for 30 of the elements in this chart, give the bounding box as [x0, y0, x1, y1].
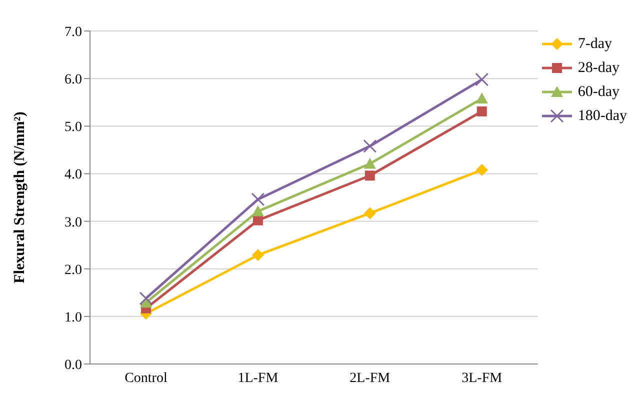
point	[364, 170, 375, 181]
point	[364, 158, 376, 169]
x-tick-label: Control	[124, 370, 168, 386]
point	[252, 249, 264, 262]
point	[252, 215, 263, 226]
y-tick-label: 3.0	[64, 215, 82, 230]
point	[364, 207, 376, 220]
y-tick-label: 2.0	[64, 262, 82, 278]
point	[252, 205, 264, 216]
y-tick-label: 6.0	[64, 72, 82, 88]
point	[139, 292, 153, 306]
point	[476, 164, 488, 176]
x-tick-label: 1L-FM	[238, 370, 279, 386]
legend-label: 180-day	[578, 108, 627, 124]
point	[476, 92, 488, 104]
legend-label: 60-day	[578, 84, 620, 100]
y-tick-label: 1.0	[64, 310, 82, 326]
point	[363, 139, 377, 153]
legend-label: 28-day	[578, 60, 620, 76]
legend-label: 7-day	[578, 36, 612, 52]
y-tick-label: 4.0	[64, 168, 82, 183]
y-axis-title: Flexural Strength (N/mm²)	[12, 112, 28, 284]
point	[475, 72, 489, 86]
y-tick-label: 7.0	[64, 24, 82, 40]
y-tick-label: 5.0	[64, 120, 82, 136]
y-tick-label: 0.0	[64, 358, 82, 373]
point	[251, 192, 265, 206]
point	[476, 106, 487, 116]
x-tick-label: 3L-FM	[462, 370, 503, 386]
x-tick-label: 2L-FM	[350, 370, 391, 386]
